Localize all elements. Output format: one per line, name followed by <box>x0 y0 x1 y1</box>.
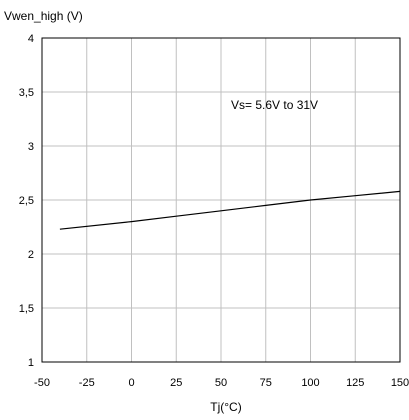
y-axis-label: Vwen_high (V) <box>4 9 83 23</box>
x-tick-label: -50 <box>34 377 50 389</box>
y-tick-label: 2,5 <box>19 195 34 207</box>
y-tick-label: 3,5 <box>19 87 34 99</box>
x-axis-label: Tj(°C) <box>210 400 241 414</box>
y-tick-label: 1,5 <box>19 303 34 315</box>
x-tick-label: 0 <box>128 377 134 389</box>
y-tick-label: 3 <box>28 141 34 153</box>
condition-annotation: Vs= 5.6V to 31V <box>231 98 318 112</box>
series-lines <box>59 190 401 230</box>
x-tick-label: 25 <box>170 377 182 389</box>
y-tick-label: 2 <box>28 249 34 261</box>
y-tick-labels: 1 1,5 2 2,5 3 3,5 4 <box>19 33 34 369</box>
y-tick-label: 4 <box>28 33 34 45</box>
x-tick-labels: -50 -25 0 25 50 75 100 125 150 <box>34 377 409 389</box>
x-tick-label: 150 <box>391 377 409 389</box>
x-tick-label: -25 <box>79 377 95 389</box>
x-tick-label: 125 <box>346 377 364 389</box>
y-tick-label: 1 <box>28 357 34 369</box>
series-line <box>59 190 401 230</box>
x-tick-label: 100 <box>301 377 319 389</box>
grid-lines <box>41 37 401 363</box>
x-tick-label: 50 <box>215 377 227 389</box>
x-tick-label: 75 <box>260 377 272 389</box>
plot-frame <box>41 37 401 363</box>
